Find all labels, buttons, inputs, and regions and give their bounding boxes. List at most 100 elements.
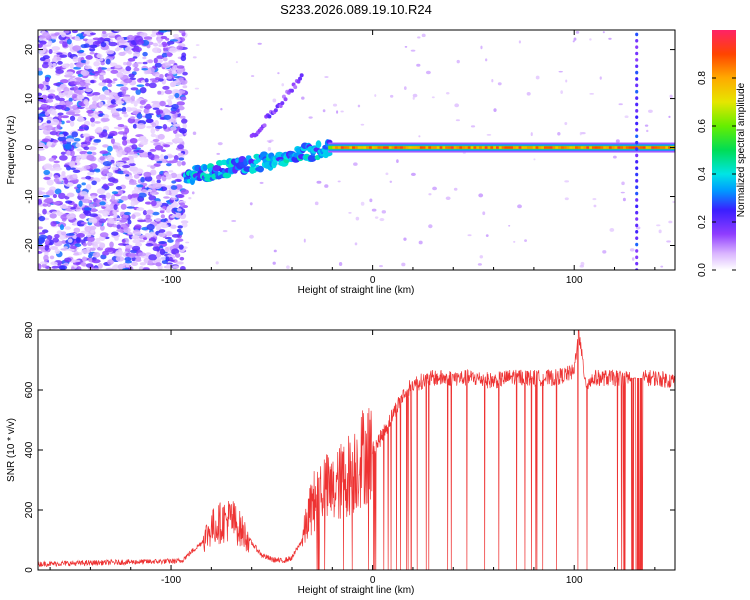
spectrogram-line-peak bbox=[462, 146, 466, 149]
spectrogram-noise-blob bbox=[132, 170, 138, 175]
spectrogram-noise-blob bbox=[55, 69, 64, 74]
spectrogram-noise-blob bbox=[235, 61, 238, 64]
spectrogram-noise-blob bbox=[217, 142, 223, 146]
spectrogram-noise-blob bbox=[145, 118, 154, 123]
spectrogram-noise-blob bbox=[102, 183, 109, 190]
spectrogram-noise-blob bbox=[644, 124, 649, 127]
spectrogram-noise-blob bbox=[92, 37, 101, 41]
spectrogram-noise-blob bbox=[231, 220, 237, 222]
spectrogram-noise-blob bbox=[110, 69, 119, 74]
spectrogram-noise-blob bbox=[99, 242, 106, 249]
spectrogram-spike-blob bbox=[635, 70, 639, 75]
spectrogram-noise-blob bbox=[109, 92, 118, 96]
spectrogram-noise-blob bbox=[145, 82, 151, 87]
spectrogram-noise-blob bbox=[127, 232, 134, 235]
spectrogram-noise-blob bbox=[162, 62, 171, 69]
spectrogram-noise-blob bbox=[76, 184, 82, 189]
spectrogram-noise-blob bbox=[181, 118, 188, 124]
spectrogram-noise-blob bbox=[132, 62, 139, 68]
spectrogram-noise-blob bbox=[145, 243, 154, 247]
spectrogram-noise-blob bbox=[389, 180, 393, 183]
spectrogram-noise-blob bbox=[109, 241, 114, 248]
spectrogram-noise-blob bbox=[176, 101, 185, 106]
spectrogram-noise-blob bbox=[71, 105, 77, 110]
spectrogram-noise-blob bbox=[158, 30, 168, 33]
spectrogram-noise-blob bbox=[249, 202, 253, 206]
spectrogram-noise-blob bbox=[99, 150, 109, 155]
spectrogram-noise-blob bbox=[86, 233, 92, 238]
spectrogram-noise-blob bbox=[273, 249, 277, 253]
spectrogram-line-peak bbox=[597, 146, 601, 149]
spectrogram-noise-blob bbox=[77, 52, 87, 57]
spectrogram-noise-blob bbox=[116, 228, 125, 232]
spectrogram-noise-blob bbox=[89, 213, 98, 217]
spectrogram-noise-blob bbox=[136, 184, 144, 188]
spectrogram-noise-blob bbox=[178, 30, 186, 34]
spectrogram-noise-blob bbox=[64, 257, 72, 263]
spectrogram-noise-blob bbox=[526, 91, 531, 96]
spectrogram-noise-blob bbox=[137, 138, 146, 142]
spectrogram-noise-blob bbox=[176, 228, 182, 233]
spectrogram-noise-blob bbox=[348, 212, 352, 214]
spectrogram-noise-blob bbox=[59, 54, 68, 58]
spectrogram-noise-blob bbox=[166, 205, 174, 209]
spectrogram-noise-blob bbox=[48, 157, 55, 162]
spectrogram-noise-blob bbox=[149, 231, 155, 238]
spectrogram-noise-blob bbox=[166, 155, 176, 158]
spectrogram-noise-blob bbox=[602, 250, 607, 254]
spectrogram-line-peak bbox=[383, 146, 387, 149]
spectrogram-noise-blob bbox=[130, 200, 136, 207]
spectrogram-noise-blob bbox=[92, 240, 102, 245]
spectrogram-noise-blob bbox=[46, 116, 53, 121]
spectrogram-noise-blob bbox=[59, 134, 65, 138]
spectrogram-noise-blob bbox=[134, 258, 142, 262]
spectrogram-noise-blob bbox=[122, 96, 128, 101]
spectrogram-noise-blob bbox=[431, 96, 435, 99]
spectrogram-noise-blob bbox=[176, 45, 184, 50]
spectrogram-noise-blob bbox=[74, 81, 81, 85]
spectrogram-noise-blob bbox=[166, 160, 176, 164]
spectrogram-noise-blob bbox=[116, 83, 124, 87]
spectrogram-noise-blob bbox=[141, 227, 149, 231]
spectrogram-noise-blob bbox=[148, 195, 157, 201]
spectrogram-noise-blob bbox=[152, 47, 161, 54]
spectrogram-noise-blob bbox=[152, 246, 160, 252]
spectrogram-noise-blob bbox=[385, 172, 389, 176]
spectrogram-noise-blob bbox=[44, 244, 49, 251]
spectrogram-noise-blob bbox=[316, 180, 322, 184]
spectrogram-noise-blob bbox=[602, 31, 605, 34]
spectrogram-noise-blob bbox=[171, 180, 177, 184]
spectrogram-noise-blob bbox=[88, 267, 94, 270]
spectrogram-noise-blob bbox=[669, 94, 673, 99]
spectrogram-noise-blob bbox=[160, 153, 165, 161]
spectrogram-harmonic-blob bbox=[293, 85, 298, 90]
spectrogram-noise-blob bbox=[74, 36, 80, 42]
spectrogram-noise-blob bbox=[106, 67, 111, 72]
spectrogram-noise-blob bbox=[64, 178, 69, 185]
spectrogram-line-peak bbox=[349, 146, 353, 149]
spectrogram-noise-blob bbox=[52, 63, 57, 68]
spectrogram-noise-blob bbox=[113, 251, 123, 257]
spectrogram-spike-blob bbox=[635, 115, 639, 119]
spectrogram-noise-blob bbox=[76, 148, 83, 152]
spectrogram-spike-blob bbox=[635, 223, 639, 228]
spectrogram-noise-blob bbox=[109, 62, 118, 67]
spectrogram-noise-blob bbox=[216, 152, 221, 155]
spectrogram-noise-blob bbox=[91, 217, 98, 224]
spectrogram-noise-blob bbox=[259, 181, 264, 184]
spectrogram-noise-blob bbox=[54, 188, 62, 195]
spectrogram-noise-blob bbox=[130, 116, 136, 120]
snr-y-tick-label: 200 bbox=[24, 501, 35, 518]
spectrogram-noise-blob bbox=[177, 152, 184, 156]
spectrogram-noise-blob bbox=[78, 200, 83, 207]
spectrogram-noise-blob bbox=[99, 156, 105, 161]
spectrogram-noise-blob bbox=[67, 238, 73, 243]
spectrogram-noise-blob bbox=[38, 92, 43, 97]
spectrogram-noise-blob bbox=[142, 210, 148, 216]
spectrogram-noise-blob bbox=[558, 70, 563, 73]
spectrogram-noise-blob bbox=[182, 71, 188, 76]
spectrogram-noise-blob bbox=[129, 137, 138, 144]
spectrogram-spike-blob bbox=[635, 89, 639, 94]
spectrogram-noise-blob bbox=[122, 225, 129, 230]
spectrogram-line-peak bbox=[563, 146, 567, 149]
